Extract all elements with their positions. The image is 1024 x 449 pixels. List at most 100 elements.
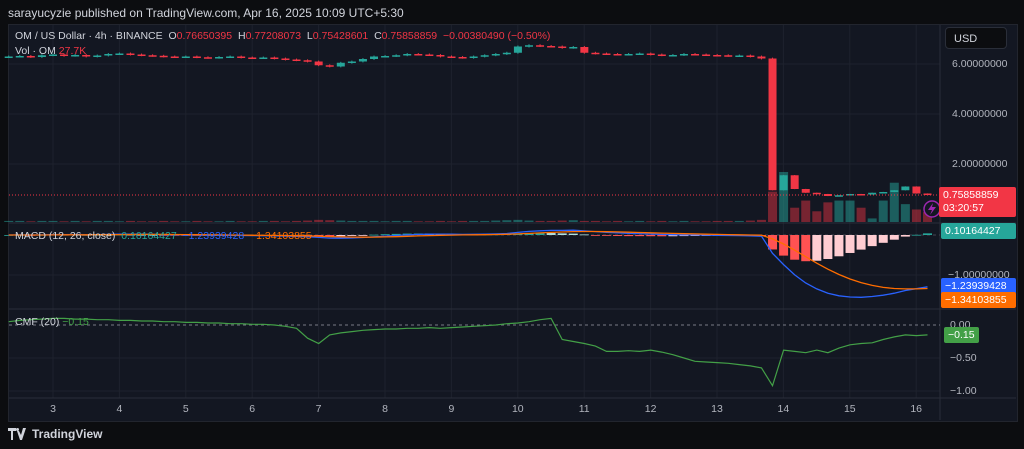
candle-body xyxy=(458,57,467,59)
volume-bar xyxy=(159,220,169,222)
cmf-value: −0.15 xyxy=(62,316,89,328)
candle-body xyxy=(868,192,877,195)
macd-histogram-bar xyxy=(878,235,888,243)
macd-histogram-bar xyxy=(900,235,910,237)
candle-body xyxy=(524,45,533,47)
candle-body xyxy=(536,45,545,47)
volume-bar xyxy=(690,221,700,222)
macd-label[interactable]: MACD (12, 26, close) xyxy=(15,230,116,242)
candle-body xyxy=(104,54,113,56)
candle-body xyxy=(569,47,578,49)
candle-body xyxy=(215,57,224,59)
macd-histogram-bar xyxy=(557,233,567,235)
candle-body xyxy=(779,175,788,191)
candle-body xyxy=(746,55,755,57)
volume-bar xyxy=(845,200,855,222)
macd-histogram-bar xyxy=(590,235,600,236)
candle-body xyxy=(668,55,677,57)
volume-bar xyxy=(701,221,711,222)
volume-bar xyxy=(37,220,47,222)
candle-body xyxy=(303,60,312,62)
candle-body xyxy=(558,46,567,48)
macd-histogram-bar xyxy=(923,233,933,235)
candle-body xyxy=(192,56,201,58)
volume-bar xyxy=(214,221,224,222)
candle-body xyxy=(37,55,46,57)
volume-bar xyxy=(15,220,25,222)
macd-histogram-bar xyxy=(768,235,778,250)
macd-histogram-bar xyxy=(336,235,346,237)
candle-body xyxy=(170,56,179,58)
volume-bar xyxy=(668,221,678,222)
candle-body xyxy=(336,62,345,67)
macd-histogram-bar xyxy=(369,234,379,236)
macd-histogram-bar xyxy=(812,235,822,261)
volume-bar xyxy=(823,202,833,222)
price-tick: 2.00000000 xyxy=(952,158,1008,170)
candle-body xyxy=(713,55,722,57)
candle-body xyxy=(724,55,733,57)
low-label: L xyxy=(306,30,313,42)
cmf-legend: CMF (20) −0.15 xyxy=(15,316,89,328)
volume-bar xyxy=(856,207,866,222)
candle-body xyxy=(790,175,799,189)
volume-bar xyxy=(590,220,600,222)
volume-label[interactable]: Vol · OM xyxy=(15,45,56,57)
time-tick: 3 xyxy=(50,403,56,415)
macd-hist-label: 0.10164427 xyxy=(941,223,1016,239)
candle-body xyxy=(126,53,135,55)
volume-bar xyxy=(546,220,556,222)
candle-body xyxy=(26,56,35,58)
tradingview-brand: TradingView xyxy=(32,427,103,441)
macd-histogram-bar xyxy=(624,235,634,237)
bar-countdown: 03:20:57 xyxy=(943,202,984,214)
candle-body xyxy=(447,56,456,58)
symbol-title[interactable]: OM / US Dollar · 4h · BINANCE xyxy=(15,30,163,42)
price-tick: 6.00000000 xyxy=(952,58,1008,70)
volume-bar xyxy=(601,221,611,222)
candle-body xyxy=(547,46,556,48)
volume-bar xyxy=(923,212,933,222)
macd-histogram-bar xyxy=(856,235,866,250)
volume-bar xyxy=(635,220,645,222)
candle-body xyxy=(602,53,611,55)
high-value: 0.77208073 xyxy=(245,30,302,42)
volume-bar xyxy=(878,200,888,222)
macd-histogram-bar xyxy=(568,233,578,235)
currency-button[interactable]: USD xyxy=(945,27,1007,49)
candle-body xyxy=(370,56,379,59)
time-tick: 13 xyxy=(711,403,723,415)
close-value: 0.75858859 xyxy=(381,30,438,42)
candle-body xyxy=(513,46,522,53)
macd-histogram-bar xyxy=(546,233,556,235)
candle-body xyxy=(768,58,777,191)
volume-bar xyxy=(303,220,313,222)
time-tick: 6 xyxy=(249,403,255,415)
volume-bar xyxy=(336,220,346,222)
volume-bar xyxy=(258,220,268,222)
volume-bar xyxy=(369,220,379,222)
volume-bar xyxy=(280,221,290,222)
volume-bar xyxy=(391,220,401,222)
candle-body xyxy=(71,55,80,57)
candle-body xyxy=(403,54,412,56)
volume-bar xyxy=(447,221,456,222)
volume-bar xyxy=(413,221,423,222)
volume-bar xyxy=(889,182,899,222)
volume-bar xyxy=(524,220,534,222)
close-label: C xyxy=(374,30,382,42)
candle-body xyxy=(60,54,69,56)
macd-histogram-bar xyxy=(137,234,147,236)
volume-bar xyxy=(779,172,789,222)
macd-label-axis: −1.23939428 xyxy=(941,278,1016,294)
volume-bar xyxy=(192,220,202,222)
volume-bar xyxy=(103,220,113,222)
candle-body xyxy=(502,52,511,55)
volume-bar xyxy=(314,219,324,222)
volume-value: 27.7K xyxy=(58,45,87,57)
volume-bar xyxy=(568,220,578,222)
volume-bar xyxy=(491,220,501,222)
cmf-label[interactable]: CMF (20) xyxy=(15,316,60,328)
tradingview-logo[interactable]: TradingView xyxy=(8,427,102,441)
